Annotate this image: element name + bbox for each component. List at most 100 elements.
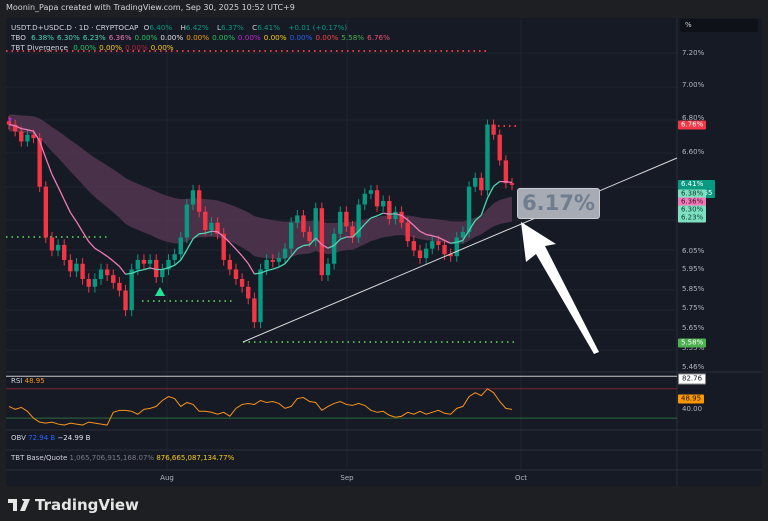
close-label: C: [252, 23, 258, 32]
trendline: [242, 157, 678, 343]
candle: [55, 244, 61, 251]
candle: [209, 222, 214, 231]
moving-average-segment: [63, 199, 71, 213]
moving-average-segment: [401, 214, 409, 221]
moving-average-segment: [118, 265, 127, 275]
time-label-oct: Oct: [514, 474, 528, 482]
rsi-tick-40: 40.00: [682, 405, 703, 413]
candle: [338, 211, 343, 234]
moving-average-segment: [444, 239, 451, 244]
moving-average-segment: [8, 123, 16, 127]
rsi-line: [8, 388, 513, 426]
moving-average-segment: [254, 272, 261, 275]
moving-average-segment: [432, 235, 439, 238]
moving-average-segment: [272, 266, 280, 270]
candle: [258, 269, 263, 323]
tbt-base-quote-value-1: 1,065,706,915,168.07%: [69, 454, 155, 462]
tbo-value: 6.38%: [31, 33, 54, 42]
tbo-value: 6.30%: [57, 33, 80, 42]
sell-signal-triangle: [8, 118, 12, 122]
moving-average-segment: [199, 232, 206, 235]
moving-average-segment: [438, 236, 445, 241]
candle: [196, 190, 202, 212]
moving-average-segment: [395, 213, 402, 217]
tbt-divergence-value: 0.00%: [99, 43, 122, 52]
moving-average-segment: [376, 212, 384, 217]
price-tick: 5.65%: [682, 324, 705, 333]
moving-average-segment: [137, 268, 145, 272]
price-tick: 5.46%: [682, 362, 705, 371]
candle: [393, 211, 398, 220]
price-tick: 6.05%: [682, 246, 705, 255]
moving-average-segment: [358, 223, 366, 232]
candle: [485, 124, 490, 191]
chart-panel[interactable]: [6, 18, 762, 486]
obv-legend[interactable]: OBV 72.94 B −24.99 B: [11, 434, 90, 442]
candle: [448, 254, 453, 257]
price-tick: 5.55%: [682, 344, 705, 353]
candle: [37, 138, 42, 187]
tbt-divergence-value: 0.00%: [73, 43, 97, 52]
tbo-value: 0.00%: [212, 33, 235, 42]
symbol-legend[interactable]: USDT.D+USDC.D · 1D · CRYPTOCAP O6.40% H6…: [11, 23, 350, 32]
moving-average-segment: [340, 236, 347, 240]
tbo-legend[interactable]: TBO 6.38% 6.30% 6.23% 6.36% 0.00% 0.00% 0.00% 0…: [11, 33, 393, 42]
open-label: O: [143, 23, 150, 32]
price-unit-button[interactable]: %: [680, 19, 758, 32]
candle: [190, 190, 196, 205]
candle: [68, 259, 73, 272]
moving-average-segment: [333, 238, 341, 246]
tbo-label: TBO: [11, 33, 26, 42]
price-label: 6.30%: [678, 205, 707, 215]
candle: [80, 263, 85, 280]
ma-cloud: [9, 114, 512, 260]
candle: [178, 237, 183, 255]
moving-average-segment: [419, 230, 427, 236]
candle: [239, 279, 245, 287]
moving-average-segment: [69, 212, 78, 222]
moving-average-segment: [505, 181, 513, 184]
low-label: L: [217, 23, 222, 32]
price-label: 6.38%: [678, 189, 707, 199]
change-value: +0.01 (+0.17%): [288, 23, 348, 32]
candle: [227, 259, 233, 270]
candle: [436, 241, 441, 245]
candle: [282, 248, 288, 259]
rsi-legend[interactable]: RSI 48.95: [11, 377, 45, 385]
symbol-name[interactable]: USDT.D+USDC.D · 1D · CRYPTOCAP: [11, 23, 139, 32]
moving-average-segment: [57, 186, 65, 201]
candle: [62, 244, 67, 260]
tbt-base-quote-legend[interactable]: TBT Base/Quote 1,065,706,915,168.07% 876…: [11, 454, 234, 462]
tbo-value: 0.00%: [237, 33, 261, 42]
rsi-label: RSI: [11, 377, 23, 385]
price-label-text: 6.30%: [681, 205, 704, 214]
moving-average-segment: [168, 264, 175, 269]
tradingview-logo[interactable]: TradingView: [8, 496, 139, 514]
moving-average-segment: [290, 248, 298, 257]
candle: [141, 259, 147, 264]
candle: [86, 279, 91, 287]
moving-average-segment: [223, 236, 231, 244]
candle: [43, 186, 49, 238]
price-callout-annotation[interactable]: 6.17%: [517, 188, 600, 219]
price-tick: 6.80%: [682, 113, 705, 122]
price-label-text: 6.41%: [681, 179, 704, 188]
high-label: H: [180, 23, 186, 32]
candle: [301, 215, 306, 232]
candle: [423, 248, 429, 259]
price-label: 6.23%: [678, 213, 707, 223]
price-label: 6.36%: [678, 197, 707, 207]
obv-value-2: −24.99 B: [57, 434, 91, 442]
moving-average-segment: [413, 225, 421, 232]
moving-average-segment: [45, 157, 53, 175]
candle: [160, 269, 165, 278]
candle: [184, 204, 190, 238]
price-label-text: 6.23%: [681, 213, 704, 222]
tbt-divergence-legend[interactable]: TBT Divergence 0.00% 0.00% 0.00% 0.00%: [11, 43, 177, 52]
tbo-value: 0.00%: [134, 33, 158, 42]
candle: [356, 204, 361, 238]
moving-average-segment: [462, 230, 470, 241]
moving-average-segment: [51, 174, 59, 188]
moving-average-segment: [486, 185, 495, 199]
